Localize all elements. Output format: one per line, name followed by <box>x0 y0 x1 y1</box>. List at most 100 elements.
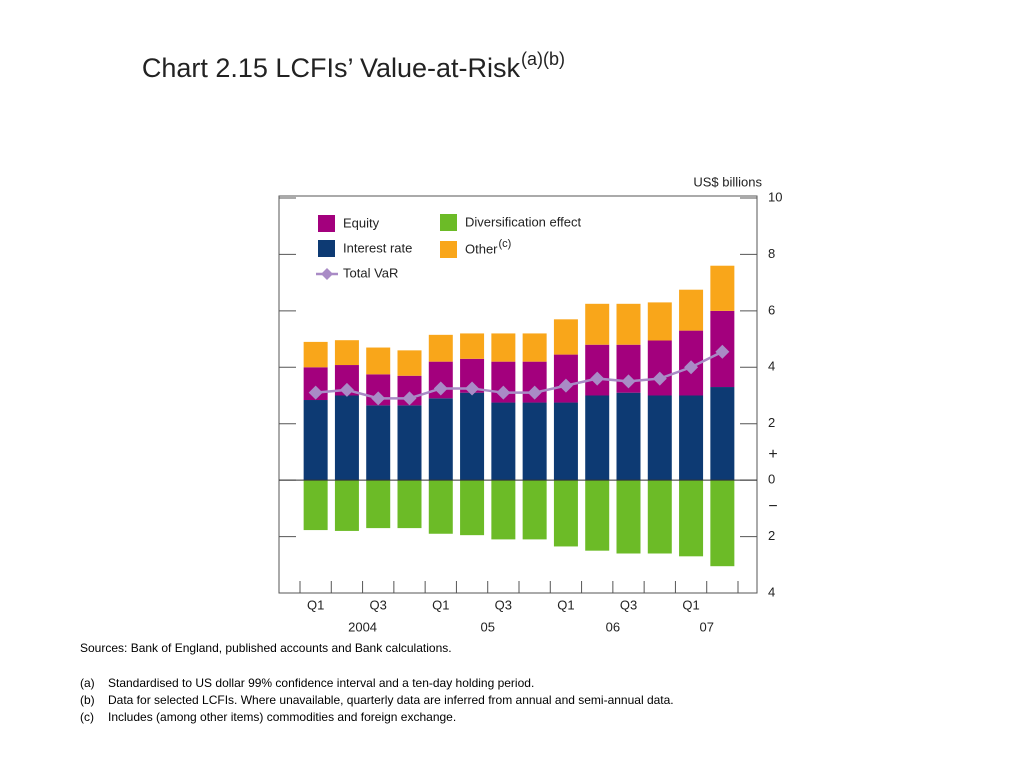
bar-segment <box>522 333 547 362</box>
year-label: 07 <box>699 619 713 634</box>
chart-title: Chart 2.15 LCFIs’ Value-at-Risk <box>142 53 521 83</box>
note: (a) Standardised to US dollar 99% confide… <box>80 676 534 690</box>
x-tick-label: Q1 <box>307 597 324 612</box>
positive-sign: + <box>768 446 777 463</box>
note: (c) Includes (among other items) commodit… <box>80 710 456 724</box>
y-tick-label: 0 <box>768 472 775 487</box>
bar-segment <box>460 480 485 536</box>
bar-segment <box>585 480 610 551</box>
diamond-marker <box>715 344 730 359</box>
x-tick-label: Q3 <box>495 597 512 612</box>
year-label: 06 <box>606 619 620 634</box>
bar-segment <box>397 480 422 529</box>
bar-segment <box>553 402 578 481</box>
legend-swatch <box>440 214 457 231</box>
bar-segment <box>679 480 704 557</box>
note-label: (c) <box>80 710 94 724</box>
bar-segment <box>428 398 453 481</box>
legend-label: Other <box>465 241 498 256</box>
bar-segment <box>397 405 422 481</box>
y-tick-label: 2 <box>768 528 775 543</box>
negative-sign: − <box>768 498 777 515</box>
bar-segment <box>303 480 328 531</box>
x-tick-label: Q3 <box>370 597 387 612</box>
bar-segment <box>428 334 453 362</box>
diamond-marker <box>339 382 354 397</box>
year-label: 05 <box>480 619 494 634</box>
bar-segment <box>679 395 704 481</box>
diamond-marker <box>558 378 573 393</box>
title-superscript: (a)(b) <box>521 49 565 69</box>
chart: Chart 2.15 LCFIs’ Value-at-Risk (a)(b) U… <box>142 49 783 635</box>
bar-segment <box>585 395 610 481</box>
bar-segment <box>616 303 641 345</box>
diamond-marker <box>433 381 448 396</box>
plot-frame <box>278 195 758 594</box>
x-tick-label: Q1 <box>432 597 449 612</box>
bar-segment <box>522 480 547 540</box>
legend-swatch <box>440 241 457 258</box>
bar-segment <box>553 319 578 355</box>
diamond-marker <box>527 385 542 400</box>
bar-segment <box>460 392 485 481</box>
note-label: (b) <box>80 693 95 707</box>
diamond-marker <box>590 371 605 386</box>
legend-label: Interest rate <box>343 240 412 255</box>
x-tick-label: Q1 <box>557 597 574 612</box>
bar-segment <box>647 480 672 554</box>
bar-segment <box>366 405 391 481</box>
bar-segment <box>366 347 391 375</box>
note-label: (a) <box>80 676 95 690</box>
bar-segment <box>710 265 735 311</box>
sources: Sources: Bank of England, published acco… <box>80 641 452 655</box>
diamond-marker <box>465 381 480 396</box>
diamond-marker <box>371 391 386 406</box>
legend-superscript: (c) <box>499 238 512 250</box>
bar-segment <box>491 480 516 540</box>
bar-segment <box>366 480 391 529</box>
diamond-marker <box>684 360 699 375</box>
bar-segment <box>616 480 641 554</box>
bar-segment <box>491 402 516 481</box>
bar-segment <box>334 480 359 531</box>
bar-segment <box>647 395 672 481</box>
note-text: Includes (among other items) commodities… <box>108 710 457 724</box>
legend-label: Equity <box>343 215 380 230</box>
year-label: 2004 <box>348 619 377 634</box>
legend-swatch <box>318 240 335 257</box>
y-axis-label: US$ billions <box>693 174 762 189</box>
diamond-marker <box>496 385 511 400</box>
bar-segment <box>303 400 328 481</box>
bar-segment <box>397 350 422 376</box>
legend-marker <box>321 268 333 280</box>
bar-segment <box>647 302 672 341</box>
diamond-marker <box>402 391 417 406</box>
bar-segment <box>710 387 735 481</box>
bar-segment <box>585 303 610 345</box>
x-tick-label: Q3 <box>620 597 637 612</box>
legend-label: Diversification effect <box>465 214 581 229</box>
bar-segment <box>710 480 735 567</box>
y-tick-label: 2 <box>768 415 775 430</box>
bar-segment <box>585 344 610 396</box>
bar-segment <box>303 341 328 368</box>
diamond-marker <box>621 374 636 389</box>
legend-label: Total VaR <box>343 265 398 280</box>
note-text: Data for selected LCFIs. Where unavailab… <box>108 693 674 707</box>
bar-segment <box>491 333 516 362</box>
bar-segment <box>647 340 672 396</box>
bar-segment <box>460 333 485 359</box>
diamond-marker <box>652 371 667 386</box>
x-tick-label: Q1 <box>682 597 699 612</box>
y-tick-label: 8 <box>768 246 775 261</box>
bar-segment <box>553 480 578 547</box>
diamond-marker <box>308 385 323 400</box>
bar-segment <box>616 392 641 481</box>
y-tick-label: 6 <box>768 302 775 317</box>
bar-segment <box>428 480 453 534</box>
bar-segment <box>679 289 704 331</box>
bar-segment <box>522 402 547 481</box>
bar-segment <box>553 354 578 403</box>
bar-segment <box>334 395 359 481</box>
